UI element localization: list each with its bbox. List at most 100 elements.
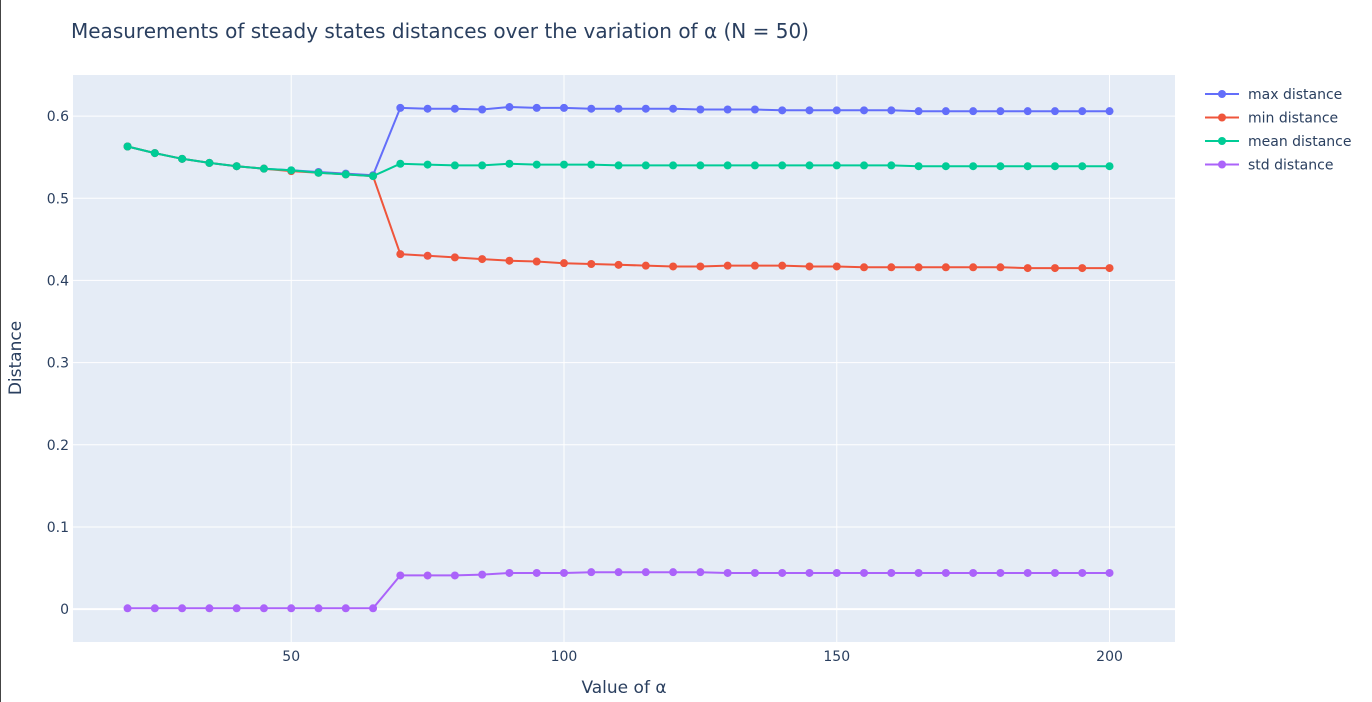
data-point[interactable] xyxy=(996,568,1005,577)
data-point[interactable] xyxy=(259,164,268,173)
data-point[interactable] xyxy=(341,170,350,179)
data-point[interactable] xyxy=(587,104,596,113)
data-point[interactable] xyxy=(532,160,541,169)
data-point[interactable] xyxy=(614,104,623,113)
data-point[interactable] xyxy=(287,166,296,175)
data-point[interactable] xyxy=(1105,264,1114,273)
data-point[interactable] xyxy=(587,260,596,268)
data-point[interactable] xyxy=(832,161,841,170)
data-point[interactable] xyxy=(1105,162,1114,171)
data-point[interactable] xyxy=(723,261,732,270)
data-point[interactable] xyxy=(1023,264,1032,273)
data-point[interactable] xyxy=(723,568,732,577)
data-point[interactable] xyxy=(805,161,814,170)
data-point[interactable] xyxy=(1050,162,1059,171)
data-point[interactable] xyxy=(941,162,950,171)
data-point[interactable] xyxy=(696,568,705,577)
legend-item-min-distance[interactable]: min distance xyxy=(1205,111,1338,127)
data-point[interactable] xyxy=(914,568,923,577)
data-point[interactable] xyxy=(969,107,978,116)
data-point[interactable] xyxy=(505,256,514,265)
data-point[interactable] xyxy=(587,160,596,169)
data-point[interactable] xyxy=(1050,107,1059,116)
data-point[interactable] xyxy=(450,253,459,262)
data-point[interactable] xyxy=(941,263,950,272)
data-point[interactable] xyxy=(778,568,787,577)
data-point[interactable] xyxy=(1105,107,1114,116)
data-point[interactable] xyxy=(505,568,514,577)
data-point[interactable] xyxy=(860,106,869,115)
data-point[interactable] xyxy=(887,263,896,272)
data-point[interactable] xyxy=(1105,568,1114,577)
data-point[interactable] xyxy=(423,104,432,113)
data-point[interactable] xyxy=(723,105,732,114)
data-point[interactable] xyxy=(805,106,814,115)
data-point[interactable] xyxy=(614,260,623,269)
legend[interactable]: max distance min distance mean distance std… xyxy=(1205,87,1351,174)
data-point[interactable] xyxy=(860,263,869,272)
data-point[interactable] xyxy=(587,568,596,577)
data-point[interactable] xyxy=(696,161,705,170)
data-point[interactable] xyxy=(396,250,405,259)
data-point[interactable] xyxy=(450,104,459,113)
data-point[interactable] xyxy=(914,162,923,171)
data-point[interactable] xyxy=(559,160,568,169)
data-point[interactable] xyxy=(123,604,132,613)
data-point[interactable] xyxy=(259,604,268,613)
data-point[interactable] xyxy=(559,103,568,112)
data-point[interactable] xyxy=(559,259,568,268)
data-point[interactable] xyxy=(505,159,514,168)
data-point[interactable] xyxy=(396,103,405,112)
data-point[interactable] xyxy=(996,263,1005,272)
data-point[interactable] xyxy=(969,162,978,171)
data-point[interactable] xyxy=(287,604,296,613)
data-point[interactable] xyxy=(805,568,814,577)
legend-item-max-distance[interactable]: max distance xyxy=(1205,87,1342,103)
data-point[interactable] xyxy=(423,251,432,260)
data-point[interactable] xyxy=(805,262,814,271)
data-point[interactable] xyxy=(205,158,214,167)
data-point[interactable] xyxy=(750,105,759,114)
data-point[interactable] xyxy=(205,604,214,613)
data-point[interactable] xyxy=(750,568,759,577)
legend-item-mean-distance[interactable]: mean distance xyxy=(1205,134,1351,150)
data-point[interactable] xyxy=(669,104,678,113)
data-point[interactable] xyxy=(669,262,678,271)
data-point[interactable] xyxy=(1023,162,1032,171)
data-point[interactable] xyxy=(641,261,650,270)
data-point[interactable] xyxy=(232,162,241,171)
data-point[interactable] xyxy=(696,105,705,114)
data-point[interactable] xyxy=(750,261,759,270)
data-point[interactable] xyxy=(832,262,841,271)
data-point[interactable] xyxy=(178,154,187,163)
data-point[interactable] xyxy=(396,571,405,580)
data-point[interactable] xyxy=(123,142,132,151)
data-point[interactable] xyxy=(178,604,187,613)
data-point[interactable] xyxy=(832,568,841,577)
data-point[interactable] xyxy=(860,161,869,170)
data-point[interactable] xyxy=(559,568,568,577)
data-point[interactable] xyxy=(832,106,841,115)
data-point[interactable] xyxy=(969,568,978,577)
data-point[interactable] xyxy=(860,568,869,577)
data-point[interactable] xyxy=(887,106,896,115)
data-point[interactable] xyxy=(450,161,459,170)
data-point[interactable] xyxy=(532,257,541,266)
data-point[interactable] xyxy=(478,255,487,264)
data-point[interactable] xyxy=(314,168,323,177)
data-point[interactable] xyxy=(914,263,923,272)
data-point[interactable] xyxy=(532,103,541,112)
data-point[interactable] xyxy=(778,261,787,270)
data-point[interactable] xyxy=(1023,568,1032,577)
data-point[interactable] xyxy=(396,159,405,168)
data-point[interactable] xyxy=(887,568,896,577)
data-point[interactable] xyxy=(914,107,923,116)
data-point[interactable] xyxy=(150,149,159,158)
data-point[interactable] xyxy=(641,161,650,170)
data-point[interactable] xyxy=(505,103,514,112)
data-point[interactable] xyxy=(478,161,487,170)
data-point[interactable] xyxy=(1023,107,1032,116)
data-point[interactable] xyxy=(669,161,678,170)
data-point[interactable] xyxy=(232,604,241,613)
legend-item-std-distance[interactable]: std distance xyxy=(1205,158,1333,174)
